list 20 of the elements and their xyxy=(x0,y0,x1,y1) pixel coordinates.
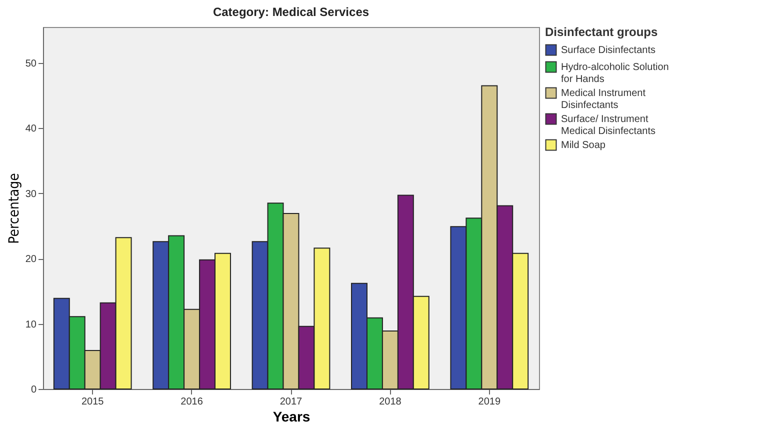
x-tick-label: 2016 xyxy=(180,396,204,408)
y-tick-label: 30 xyxy=(25,188,37,200)
y-axis-title: Percentage xyxy=(6,172,22,244)
legend-label: Hydro-alcoholic Solution for Hands xyxy=(561,62,669,85)
x-tick-label: 2019 xyxy=(478,396,501,408)
y-tick-label: 10 xyxy=(25,319,37,330)
legend-title: Disinfectant groups xyxy=(545,25,658,39)
legend-label: Mild Soap xyxy=(561,140,606,151)
x-tick-label: 2015 xyxy=(81,396,104,408)
legend-label: Surface/ Instrument Medical Disinfectants xyxy=(561,114,656,137)
chart-title: Category: Medical Services xyxy=(212,5,370,19)
x-axis-title: Years xyxy=(272,408,310,424)
y-tick-label: 40 xyxy=(25,124,37,135)
y-tick-label: 0 xyxy=(30,384,37,396)
x-tick-label: 2018 xyxy=(379,396,402,408)
legend-label: Surface Disinfectants xyxy=(561,45,656,56)
y-tick-label: 50 xyxy=(25,58,37,70)
x-tick-label: 2017 xyxy=(280,396,303,408)
legend-label: Medical Instrument Disinfectants xyxy=(561,88,646,111)
y-tick-label: 20 xyxy=(25,254,37,266)
